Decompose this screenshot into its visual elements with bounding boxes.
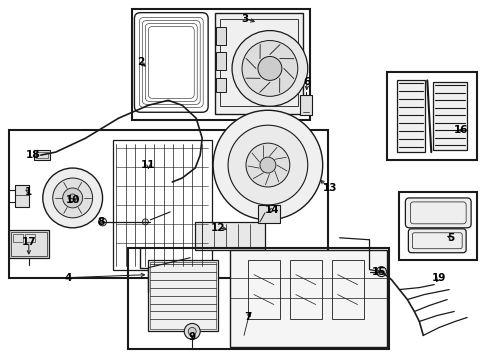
Circle shape: [43, 168, 102, 228]
Circle shape: [213, 110, 323, 220]
Bar: [399, 192, 477, 260]
Bar: [148, 260, 218, 332]
Bar: [13, 234, 23, 242]
Circle shape: [376, 267, 387, 276]
Circle shape: [232, 31, 308, 106]
Circle shape: [53, 178, 93, 218]
Circle shape: [98, 218, 106, 226]
Bar: [216, 53, 226, 71]
Bar: [248, 260, 280, 319]
Bar: [128, 248, 390, 349]
Bar: [433, 82, 467, 150]
Text: 6: 6: [303, 77, 310, 87]
Text: 2: 2: [137, 58, 144, 67]
Text: 10: 10: [66, 195, 80, 205]
Circle shape: [184, 323, 200, 339]
Text: 16: 16: [454, 125, 468, 135]
Bar: [216, 78, 226, 92]
Bar: [300, 95, 312, 115]
Circle shape: [188, 328, 196, 336]
Bar: [34, 150, 50, 160]
Circle shape: [242, 41, 298, 96]
Text: 4: 4: [65, 273, 73, 283]
Bar: [11, 232, 47, 256]
Bar: [216, 27, 226, 45]
Text: 13: 13: [322, 183, 337, 193]
Text: 12: 12: [211, 223, 225, 233]
Text: 3: 3: [242, 14, 248, 24]
Text: 5: 5: [447, 233, 455, 243]
Circle shape: [69, 194, 76, 202]
Text: 19: 19: [432, 273, 446, 283]
Text: 7: 7: [245, 312, 252, 323]
Bar: [388, 72, 477, 160]
Bar: [9, 230, 49, 258]
Bar: [244, 310, 260, 318]
Bar: [15, 185, 29, 207]
Text: 14: 14: [265, 205, 279, 215]
Text: 9: 9: [189, 332, 196, 342]
Bar: [230, 250, 388, 347]
Bar: [332, 260, 364, 319]
Text: 17: 17: [22, 237, 36, 247]
Bar: [132, 9, 310, 120]
Bar: [258, 205, 280, 223]
Circle shape: [260, 157, 276, 173]
Text: 8: 8: [97, 217, 104, 227]
Bar: [15, 185, 29, 195]
Bar: [150, 262, 216, 329]
Text: 11: 11: [141, 160, 156, 170]
Bar: [397, 80, 425, 152]
FancyBboxPatch shape: [408, 229, 466, 253]
Bar: [195, 222, 265, 250]
Bar: [215, 13, 303, 114]
Bar: [9, 130, 328, 278]
Bar: [25, 234, 35, 242]
Bar: [220, 19, 298, 106]
Circle shape: [258, 57, 282, 80]
Bar: [36, 152, 48, 158]
Circle shape: [143, 219, 148, 225]
Bar: [290, 260, 322, 319]
Text: 1: 1: [25, 187, 32, 197]
Text: 15: 15: [372, 267, 387, 276]
Circle shape: [228, 125, 308, 205]
FancyBboxPatch shape: [405, 198, 471, 228]
Circle shape: [246, 143, 290, 187]
Bar: [113, 140, 212, 270]
Text: 18: 18: [25, 150, 40, 160]
Circle shape: [63, 188, 83, 208]
Circle shape: [242, 310, 262, 329]
